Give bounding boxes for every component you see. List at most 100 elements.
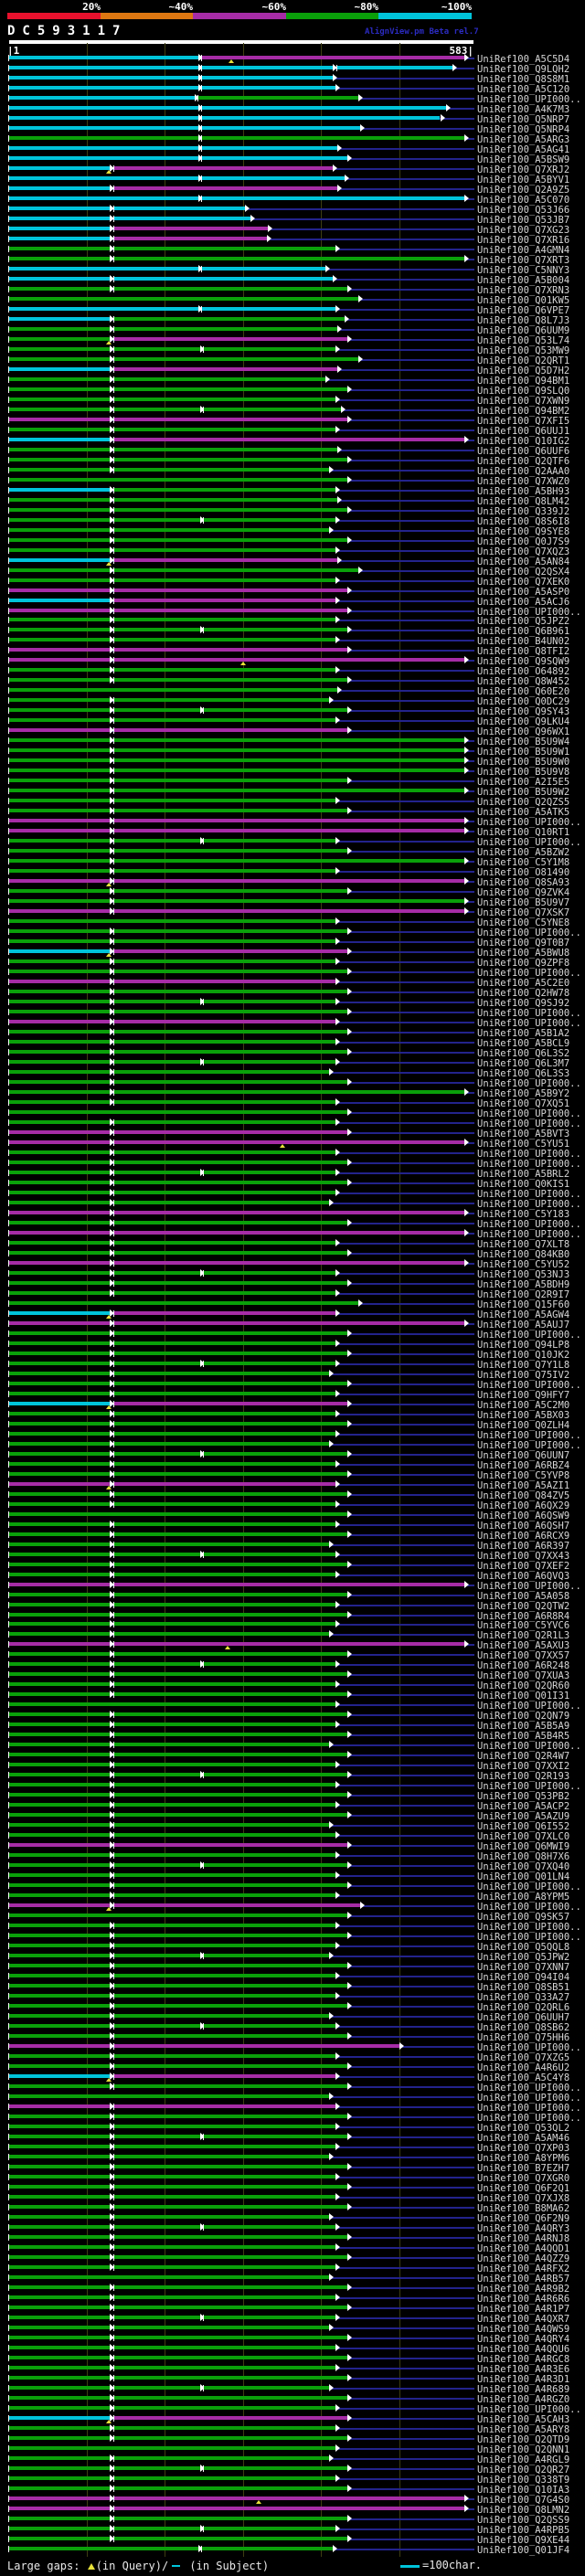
hit-label[interactable]: UniRef100_Q0DC29: [477, 696, 570, 708]
hit-bar[interactable]: [9, 2114, 111, 2118]
alignment-row[interactable]: UniRef100_Q7XQ51: [0, 1097, 585, 1109]
hit-bar[interactable]: [113, 1853, 335, 1858]
alignment-row[interactable]: UniRef100_Q8TFI2: [0, 645, 585, 657]
hit-label[interactable]: UniRef100_A6R8R4: [477, 1610, 570, 1622]
alignment-row[interactable]: UniRef100_A6R8R4: [0, 1610, 585, 1622]
hit-bar[interactable]: [113, 2395, 347, 2400]
hit-label[interactable]: UniRef100_Q6UUM9: [477, 324, 570, 336]
hit-bar[interactable]: [202, 2546, 334, 2550]
hit-bar[interactable]: [9, 1100, 111, 1104]
hit-bar[interactable]: [9, 638, 111, 642]
hit-bar[interactable]: [113, 2114, 347, 2118]
hit-label[interactable]: UniRef100_B8MA62: [477, 2202, 570, 2214]
hit-bar[interactable]: [113, 2506, 465, 2510]
hit-label[interactable]: UniRef100_Q10RT1: [477, 827, 570, 839]
alignment-row[interactable]: UniRef100_Q94BM1: [0, 375, 585, 387]
alignment-row[interactable]: UniRef100_Q2R4W7: [0, 1750, 585, 1762]
alignment-row[interactable]: UniRef100_Q60E20: [0, 685, 585, 697]
hit-label[interactable]: UniRef100_Q0ZLH4: [477, 1419, 570, 1431]
hit-label[interactable]: UniRef100_Q6B961: [477, 626, 570, 638]
hit-label[interactable]: UniRef100_A5C5D4: [477, 54, 570, 65]
alignment-row[interactable]: UniRef100_Q7XRN3: [0, 284, 585, 296]
hit-bar[interactable]: [204, 517, 335, 522]
hit-bar[interactable]: [9, 1220, 111, 1224]
hit-bar[interactable]: [113, 1612, 347, 1617]
alignment-row[interactable]: UniRef100_Q8H7X6: [0, 1850, 585, 1863]
hit-bar[interactable]: [113, 1361, 200, 1365]
hit-bar[interactable]: [113, 376, 325, 381]
alignment-row[interactable]: UniRef100_A4K7M3: [0, 103, 585, 115]
hit-label[interactable]: UniRef100_UPI000..: [477, 1429, 581, 1441]
hit-bar[interactable]: [113, 547, 335, 552]
hit-bar[interactable]: [9, 2234, 111, 2239]
hit-label[interactable]: UniRef100_Q84KB0: [477, 1248, 570, 1260]
hit-bar[interactable]: [113, 326, 337, 331]
hit-bar[interactable]: [9, 1190, 111, 1194]
hit-label[interactable]: UniRef100_A5ACJ6: [477, 596, 570, 608]
hit-bar[interactable]: [113, 1170, 200, 1174]
alignment-row[interactable]: UniRef100_Q7XSK7: [0, 906, 585, 918]
hit-label[interactable]: UniRef100_C5NNY3: [477, 264, 570, 276]
hit-label[interactable]: UniRef100_A5C2E0: [477, 978, 570, 990]
hit-label[interactable]: UniRef100_UPI000..: [477, 2112, 581, 2124]
hit-label[interactable]: UniRef100_A6QVQ3: [477, 1570, 570, 1582]
hit-bar[interactable]: [9, 86, 199, 90]
hit-bar[interactable]: [9, 829, 111, 833]
hit-label[interactable]: UniRef100_A4RGL9: [477, 2454, 570, 2465]
hit-label[interactable]: UniRef100_UPI000..: [477, 817, 581, 829]
hit-label[interactable]: UniRef100_Q2QTW2: [477, 1600, 570, 1612]
alignment-row[interactable]: UniRef100_A8YPM5: [0, 1891, 585, 1903]
hit-label[interactable]: UniRef100_A5BH93: [477, 485, 570, 497]
hit-bar[interactable]: [202, 175, 346, 180]
hit-label[interactable]: UniRef100_A5AZI1: [477, 1479, 570, 1491]
hit-label[interactable]: UniRef100_Q7XLC0: [477, 1831, 570, 1843]
alignment-row[interactable]: UniRef100_UPI000..: [0, 1108, 585, 1119]
hit-bar[interactable]: [9, 1743, 111, 1747]
alignment-row[interactable]: UniRef100_UPI000..: [0, 927, 585, 938]
hit-label[interactable]: UniRef100_O64892: [477, 666, 570, 678]
hit-bar[interactable]: [9, 2455, 111, 2460]
hit-label[interactable]: UniRef100_A5B5A9: [477, 1721, 570, 1733]
alignment-row[interactable]: UniRef100_Q94I04: [0, 1971, 585, 1983]
hit-bar[interactable]: [113, 959, 335, 964]
alignment-row[interactable]: UniRef100_A5ACP2: [0, 1800, 585, 1812]
hit-bar[interactable]: [113, 336, 347, 341]
alignment-row[interactable]: UniRef100_A4RB57: [0, 2273, 585, 2284]
hit-bar[interactable]: [9, 1803, 111, 1807]
hit-label[interactable]: UniRef100_UPI000..: [477, 2083, 581, 2094]
hit-bar[interactable]: [113, 1803, 335, 1807]
hit-bar[interactable]: [9, 859, 111, 864]
hit-label[interactable]: UniRef100_Q7XQZ3: [477, 546, 570, 557]
hit-label[interactable]: UniRef100_A4R3D1: [477, 2373, 570, 2385]
hit-bar[interactable]: [9, 668, 111, 673]
hit-label[interactable]: UniRef100_Q7XRT3: [477, 254, 570, 266]
hit-label[interactable]: UniRef100_B4UN02: [477, 636, 570, 648]
hit-bar[interactable]: [113, 1944, 335, 1948]
hit-label[interactable]: UniRef100_Q8H7X6: [477, 1851, 570, 1863]
alignment-row[interactable]: UniRef100_UPI000..: [0, 1931, 585, 1944]
hit-bar[interactable]: [9, 748, 111, 753]
hit-label[interactable]: UniRef100_Q75HH6: [477, 2032, 570, 2043]
hit-label[interactable]: UniRef100_UPI000..: [477, 1932, 581, 1944]
hit-label[interactable]: UniRef100_Q8SB51: [477, 1982, 570, 1994]
hit-bar[interactable]: [9, 1129, 111, 1134]
hit-label[interactable]: UniRef100_A4K7M3: [477, 104, 570, 115]
hit-bar[interactable]: [113, 1421, 347, 1426]
alignment-row[interactable]: UniRef100_A4RGZ0: [0, 2393, 585, 2405]
hit-label[interactable]: UniRef100_UPI000..: [477, 1781, 581, 1793]
hit-bar[interactable]: [9, 1230, 111, 1235]
alignment-row[interactable]: UniRef100_UPI000..: [0, 1740, 585, 1752]
alignment-row[interactable]: UniRef100_Q6UUH7: [0, 2011, 585, 2023]
hit-label[interactable]: UniRef100_Q33A27: [477, 1992, 570, 2004]
hit-bar[interactable]: [113, 1080, 347, 1084]
alignment-row[interactable]: UniRef100_Q2HW78: [0, 987, 585, 999]
hit-bar[interactable]: [113, 658, 465, 663]
hit-bar[interactable]: [113, 497, 337, 502]
hit-bar[interactable]: [113, 1461, 335, 1466]
hit-bar[interactable]: [113, 507, 347, 512]
hit-bar[interactable]: [9, 2034, 111, 2038]
hit-bar[interactable]: [113, 427, 335, 431]
hit-bar[interactable]: [204, 2385, 329, 2390]
hit-bar[interactable]: [113, 1119, 335, 1124]
hit-label[interactable]: UniRef100_A5AZU9: [477, 1811, 570, 1823]
